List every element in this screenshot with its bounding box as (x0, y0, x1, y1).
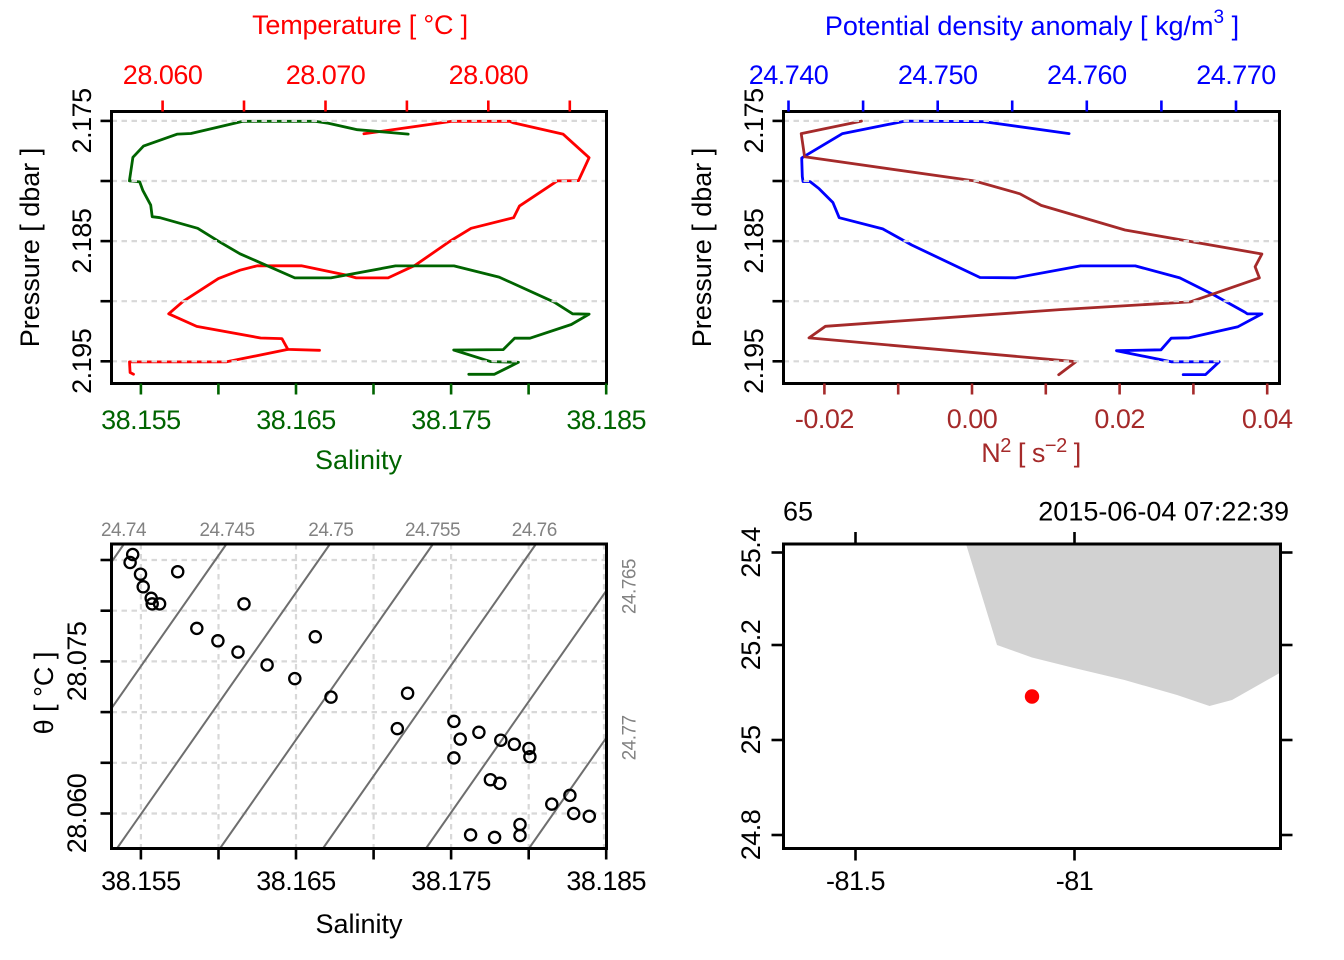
svg-text:28.060: 28.060 (123, 60, 203, 90)
svg-text:24.765: 24.765 (620, 559, 641, 614)
svg-text:24.74: 24.74 (101, 520, 147, 541)
svg-text:38.155: 38.155 (101, 866, 181, 896)
svg-text:25.2: 25.2 (736, 620, 766, 671)
svg-text:28.070: 28.070 (286, 60, 366, 90)
svg-text:N2 [ s−2 ]: N2 [ s−2 ] (981, 435, 1080, 468)
svg-text:0.02: 0.02 (1094, 404, 1145, 434)
svg-text:2.195: 2.195 (739, 329, 769, 394)
svg-text:2.175: 2.175 (67, 88, 97, 153)
svg-text:2.175: 2.175 (739, 88, 769, 153)
svg-text:38.175: 38.175 (411, 405, 491, 435)
svg-text:Potential density anomaly [ kg: Potential density anomaly [ kg/m3 ] (825, 7, 1239, 41)
svg-text:0.04: 0.04 (1242, 404, 1293, 434)
svg-text:24.755: 24.755 (405, 520, 460, 541)
svg-text:24.745: 24.745 (199, 520, 254, 541)
svg-text:38.185: 38.185 (566, 866, 646, 896)
svg-text:-0.02: -0.02 (795, 404, 854, 434)
svg-text:24.8: 24.8 (736, 810, 766, 861)
svg-text:2.185: 2.185 (739, 209, 769, 274)
svg-text:25: 25 (736, 725, 766, 754)
svg-text:-81: -81 (1056, 866, 1094, 896)
svg-text:38.165: 38.165 (256, 866, 336, 896)
svg-text:25.4: 25.4 (736, 527, 766, 578)
svg-text:24.750: 24.750 (898, 60, 978, 90)
svg-text:24.75: 24.75 (308, 520, 353, 541)
svg-text:24.77: 24.77 (620, 715, 641, 760)
svg-text:2015-06-04 07:22:39: 2015-06-04 07:22:39 (1038, 497, 1289, 527)
svg-text:2.185: 2.185 (67, 209, 97, 274)
svg-text:θ [ °C ]: θ [ °C ] (29, 652, 59, 735)
svg-text:24.76: 24.76 (512, 520, 557, 541)
svg-text:38.165: 38.165 (256, 405, 336, 435)
svg-text:Pressure [ dbar ]: Pressure [ dbar ] (15, 148, 45, 348)
svg-text:Salinity: Salinity (315, 909, 403, 939)
svg-text:38.155: 38.155 (101, 405, 181, 435)
svg-text:65: 65 (783, 497, 813, 527)
svg-text:28.075: 28.075 (62, 622, 92, 702)
svg-text:24.740: 24.740 (749, 60, 829, 90)
svg-text:2.195: 2.195 (67, 329, 97, 394)
svg-text:24.760: 24.760 (1047, 60, 1127, 90)
svg-text:Temperature [ °C ]: Temperature [ °C ] (252, 10, 468, 40)
svg-text:28.060: 28.060 (62, 774, 92, 854)
svg-text:Pressure [ dbar ]: Pressure [ dbar ] (687, 148, 717, 348)
svg-text:-81.5: -81.5 (826, 866, 885, 896)
svg-text:38.175: 38.175 (411, 866, 491, 896)
svg-text:Salinity: Salinity (315, 445, 403, 475)
svg-text:24.770: 24.770 (1196, 60, 1276, 90)
svg-text:0.00: 0.00 (947, 404, 998, 434)
svg-text:28.080: 28.080 (449, 60, 529, 90)
svg-text:38.185: 38.185 (566, 405, 646, 435)
